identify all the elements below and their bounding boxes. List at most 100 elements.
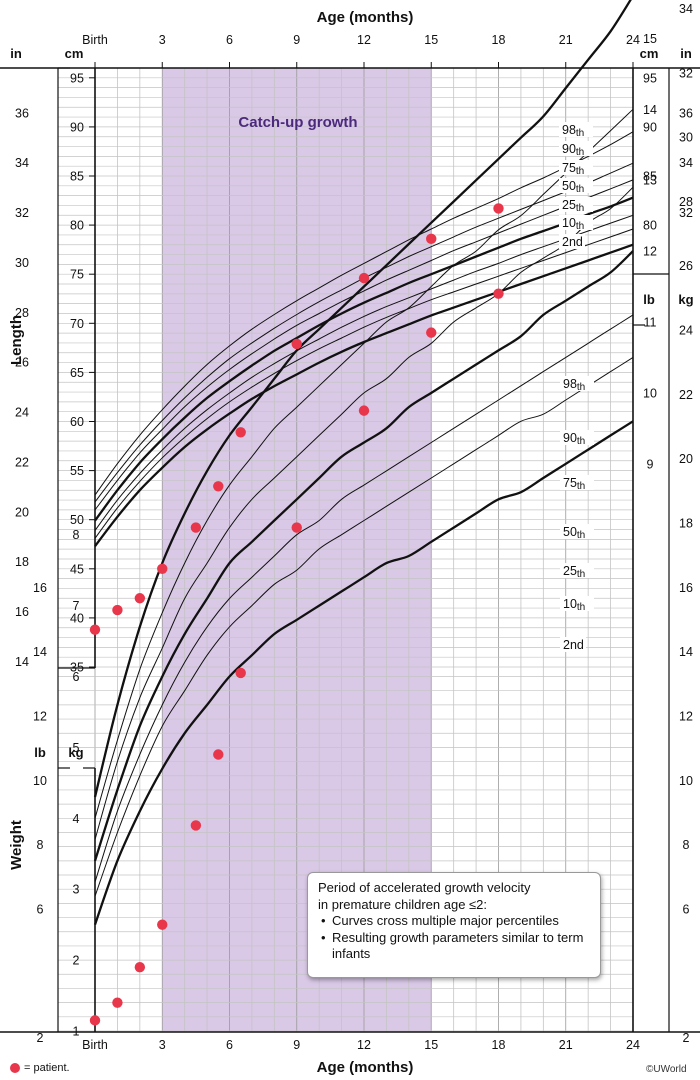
percentile-number: 2nd — [562, 235, 583, 249]
length-label-25th: 25th — [562, 198, 584, 214]
length-label-bg — [559, 234, 585, 249]
weight-curve-90th — [94, 108, 634, 819]
length-in-tick: 32 — [15, 206, 29, 220]
x-axis-title-top: Age (months) — [317, 9, 414, 26]
weight-lb-tick: 10 — [33, 774, 47, 788]
length-axis-title: Length — [8, 315, 25, 365]
percentile-number: 98 — [563, 377, 577, 391]
weight-lb-tick: 2 — [37, 1031, 44, 1045]
x-tick-label-bottom: 3 — [159, 1038, 166, 1052]
length-curve-75th — [94, 179, 634, 511]
weight-lb-tick-right: 8 — [683, 838, 690, 852]
weight-curve-2nd — [93, 420, 634, 925]
weight-kg-tick-right: 10 — [643, 386, 657, 400]
percentile-number: 25 — [562, 198, 576, 212]
length-patient-point — [426, 233, 437, 245]
legend-label: = patient. — [24, 1062, 70, 1074]
percentile-suffix: th — [576, 184, 584, 195]
x-tick-label-top: 24 — [626, 33, 640, 47]
weight-label-98th: 98th — [563, 377, 585, 393]
length-label-bg — [559, 122, 593, 137]
length-patient-point — [134, 593, 146, 604]
length-in-tick: 18 — [15, 555, 29, 569]
x-tick-label-bottom: 21 — [559, 1038, 573, 1052]
length-patient-point — [358, 272, 370, 284]
percentile-suffix: th — [576, 147, 584, 158]
percentile-number: 98 — [562, 123, 576, 137]
weight-kg-tick: 7 — [73, 599, 80, 613]
weight-lb-tick-right: 2 — [683, 1031, 690, 1045]
length-cm-tick: 60 — [70, 415, 84, 429]
x-tick-label-bottom: 12 — [357, 1038, 371, 1052]
percentile-suffix: th — [577, 602, 585, 613]
weight-kg-tick: 3 — [73, 883, 80, 897]
length-in-tick-right: 36 — [679, 106, 693, 120]
weight-kg-tick: 4 — [73, 812, 80, 826]
length-patient-point — [493, 203, 504, 214]
length-in-tick: 30 — [15, 256, 29, 270]
note-box: Period of accelerated growth velocity in… — [307, 872, 601, 978]
length-unit-cm-right: cm — [640, 46, 659, 61]
weight-patient-point — [291, 522, 302, 533]
length-in-tick: 24 — [15, 406, 29, 420]
weight-label-bg — [560, 637, 586, 652]
percentile-suffix: th — [577, 382, 585, 393]
weight-curve-10th — [94, 356, 634, 897]
length-in-tick: 16 — [15, 605, 29, 619]
length-label-bg — [559, 160, 593, 175]
percentile-number: 25 — [563, 564, 577, 578]
length-label-bg — [559, 215, 593, 230]
copyright: ©UWorld — [646, 1064, 687, 1075]
length-patient-point — [291, 338, 302, 350]
weight-lb-tick-right: 14 — [679, 645, 693, 659]
percentile-number: 2nd — [563, 638, 584, 652]
weight-label-50th: 50th — [563, 525, 585, 541]
length-unit-in-right: in — [680, 46, 692, 61]
weight-lb-tick: 14 — [33, 645, 47, 659]
length-cm-tick: 35 — [70, 661, 84, 675]
length-label-2nd: 2nd — [562, 235, 583, 249]
weight-patient-point — [493, 288, 504, 299]
x-tick-label-top: 21 — [559, 33, 573, 47]
x-tick-label-top: 3 — [159, 33, 166, 47]
percentile-number: 10 — [563, 597, 577, 611]
length-in-tick: 28 — [15, 306, 29, 320]
weight-lb-tick-right: 6 — [683, 902, 690, 916]
weight-kg-tick-right: 13 — [643, 174, 657, 188]
length-in-tick: 34 — [15, 156, 29, 170]
length-unit-in: in — [10, 46, 22, 61]
weight-kg-tick: 1 — [73, 1025, 80, 1039]
weight-patient-point — [157, 919, 168, 930]
percentile-number: 75 — [563, 476, 577, 490]
length-cm-tick-right: 95 — [643, 71, 657, 85]
percentile-number: 90 — [562, 142, 576, 156]
note-line-2: in premature children age ≤2: — [318, 896, 488, 912]
percentile-suffix: th — [576, 128, 584, 139]
weight-label-90th: 90th — [563, 431, 585, 447]
x-axis-title-bottom: Age (months) — [317, 1059, 414, 1076]
length-cm-tick: 70 — [70, 317, 84, 331]
length-in-tick-right: 32 — [679, 206, 693, 220]
weight-label-bg — [560, 596, 594, 611]
weight-kg-tick-right: 9 — [647, 457, 654, 471]
weight-patient-point — [358, 405, 370, 416]
x-tick-label-top: 12 — [357, 33, 371, 47]
percentile-suffix: th — [577, 530, 585, 541]
percentile-number: 90 — [563, 431, 577, 445]
patient-dot-icon — [10, 1063, 20, 1073]
length-patient-point — [213, 481, 224, 492]
weight-kg-tick: 8 — [73, 528, 80, 542]
percentile-number: 50 — [563, 525, 577, 539]
weight-patient-point — [213, 749, 224, 760]
weight-patient-point — [112, 997, 123, 1008]
weight-lb-tick-right: 10 — [679, 774, 693, 788]
length-label-50th: 50th — [562, 179, 584, 195]
weight-label-75th: 75th — [563, 476, 585, 492]
weight-patient-point — [190, 820, 202, 831]
x-tick-label-top: Birth — [82, 33, 108, 47]
weight-lb-tick: 8 — [37, 838, 44, 852]
length-unit-cm: cm — [65, 46, 84, 61]
x-tick-label-bottom: 6 — [226, 1038, 233, 1052]
x-tick-label-bottom: 24 — [626, 1038, 640, 1052]
